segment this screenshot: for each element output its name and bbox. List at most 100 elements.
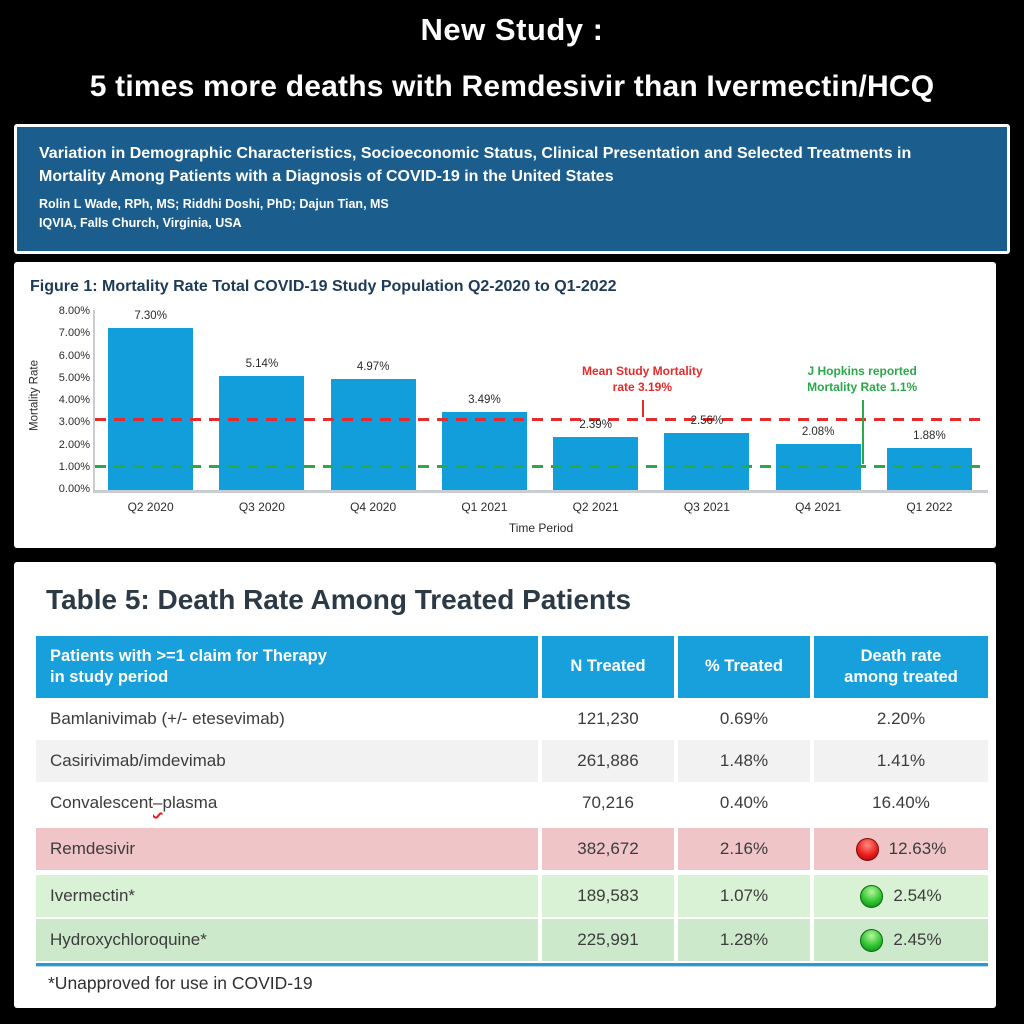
headline: New Study : [420, 12, 604, 47]
cell-therapy-name: Ivermectin* [36, 875, 542, 917]
cell-pct-treated: 1.07% [678, 875, 814, 917]
header-pct-treated-column: % Treated [678, 636, 814, 698]
table-row: Convalescent – plasma 70,216 0.40% 16.40% [36, 782, 988, 824]
y-tick-label: 1.00% [58, 460, 90, 473]
y-tick-label: 4.00% [58, 394, 90, 406]
bar [108, 327, 194, 490]
table-title: Table 5: Death Rate Among Treated Patien… [46, 584, 632, 615]
cell-n-treated: 121,230 [542, 698, 678, 740]
treatment-table: Patients with >=1 claim for Therapy in s… [36, 636, 988, 967]
reference-connector [642, 400, 645, 418]
y-tick-label: 7.00% [58, 327, 90, 340]
death-rate-value: 12.63% [888, 839, 947, 858]
reference-annotation: Mean Study Mortality rate 3.19% [582, 364, 703, 394]
table-header-row: Patients with >=1 claim for Therapy in s… [36, 636, 988, 698]
table-row: Remdesivir 382,672 2.16% 12.63% [36, 828, 988, 870]
x-tick-label: Q2 2020 [127, 500, 174, 514]
cell-pct-treated: 0.69% [678, 698, 814, 740]
table-row: Ivermectin* 189,583 1.07% 2.54% [36, 875, 988, 917]
y-tick-label: 3.00% [58, 416, 90, 429]
death-rate-value: 2.20% [876, 709, 926, 728]
cell-death-rate: 12.63% [814, 828, 988, 870]
bar-value-label: 3.49% [468, 394, 501, 407]
cell-therapy-name: Hydroxychloroquine* [36, 919, 542, 961]
figure-title: Figure 1: Mortality Rate Total COVID-19 … [30, 278, 617, 295]
y-tick-label: 0.00% [58, 483, 90, 495]
death-rate-value: 1.41% [876, 751, 926, 770]
x-tick-label: Q2 2021 [572, 500, 619, 514]
y-axis-line [93, 310, 95, 492]
table-row: Hydroxychloroquine* 225,991 1.28% 2.45% [36, 919, 988, 961]
death-rate-value: 2.45% [893, 930, 942, 949]
header-death-rate-column: Death rate among treated [814, 636, 988, 698]
cell-n-treated: 225,991 [542, 919, 678, 961]
table-bottom-rule [36, 963, 988, 967]
header-n-treated-column: N Treated [542, 636, 678, 698]
bar-value-label: 5.14% [245, 357, 279, 370]
bar [219, 375, 305, 490]
x-tick-label: Q4 2020 [350, 500, 397, 514]
x-tick-label: Q1 2022 [906, 500, 953, 514]
cell-therapy-name: Convalescent – plasma [36, 782, 542, 824]
reference-line [95, 464, 986, 468]
cell-n-treated: 261,886 [542, 740, 678, 782]
bar-value-label: 2.08% [801, 425, 835, 438]
bar-value-label: 2.56% [690, 415, 724, 428]
x-tick-label: Q3 2021 [683, 500, 730, 514]
green-dot-icon [860, 884, 884, 908]
mortality-bar-chart: Mortality Rate Time Period 0.00% 1.00% 2.0… [14, 262, 996, 548]
x-axis-line [93, 490, 988, 493]
cell-n-treated: 189,583 [542, 875, 678, 917]
study-authors: Rolin L Wade, RPh, MS; Riddhi Doshi, PhD… [39, 197, 389, 212]
cell-death-rate: 2.20% [814, 698, 988, 740]
bar [886, 448, 972, 490]
subheadline: 5 times more deaths with Remdesivir than… [89, 70, 935, 103]
bar-value-label: 1.88% [913, 430, 946, 443]
cell-death-rate: 2.54% [814, 875, 988, 917]
cell-n-treated: 382,672 [542, 828, 678, 870]
y-tick-label: 2.00% [58, 438, 90, 451]
cell-n-treated: 70,216 [542, 782, 678, 824]
header-therapy-column: Patients with >=1 claim for Therapy in s… [36, 636, 542, 698]
reference-annotation: J Hopkins reported Mortality Rate 1.1% [807, 364, 918, 394]
table-row: Bamlanivimab (+/- etesevimab) 121,230 0.69… [36, 698, 988, 740]
reference-line [95, 418, 986, 422]
table-row: Casirivimab/imdevimab 261,886 1.48% 1.41% [36, 740, 988, 782]
bar [664, 433, 750, 490]
study-affiliation: IQVIA, Falls Church, Virginia, USA [39, 216, 242, 231]
red-dot-icon [855, 837, 879, 861]
reference-connector [862, 400, 865, 464]
bar-value-label: 4.97% [356, 361, 390, 374]
bar [553, 436, 639, 490]
table-body: Bamlanivimab (+/- etesevimab) 121,230 0.69… [36, 698, 988, 961]
cell-death-rate: 2.45% [814, 919, 988, 961]
x-tick-label: Q4 2021 [795, 500, 842, 514]
cell-death-rate: 16.40% [814, 782, 988, 824]
cell-pct-treated: 0.40% [678, 782, 814, 824]
table-panel: Table 5: Death Rate Among Treated Patien… [14, 562, 996, 1008]
x-tick-label: Q1 2021 [461, 500, 508, 514]
table-footnote: *Unapproved for use in COVID-19 [48, 973, 313, 993]
cell-pct-treated: 1.28% [678, 919, 814, 961]
x-axis-label: Time Period [508, 521, 574, 535]
green-dot-icon [860, 928, 884, 952]
cell-therapy-name: Bamlanivimab (+/- etesevimab) [36, 698, 542, 740]
bar-value-label: 2.39% [579, 418, 612, 431]
study-header-banner: Variation in Demographic Characteristics… [14, 124, 1010, 254]
cell-pct-treated: 1.48% [678, 740, 814, 782]
cell-therapy-name: Remdesivir [36, 828, 542, 870]
death-rate-value: 2.54% [893, 886, 942, 905]
x-tick-label: Q3 2020 [238, 500, 285, 514]
figure-panel: Figure 1: Mortality Rate Total COVID-19 … [14, 262, 996, 548]
misspelling-squiggle: – [153, 793, 163, 812]
study-title: Variation in Demographic Characteristics… [39, 145, 912, 186]
cell-pct-treated: 2.16% [678, 828, 814, 870]
bar-value-label: 7.30% [134, 309, 167, 322]
y-tick-label: 6.00% [58, 349, 90, 362]
death-rate-value: 16.40% [872, 793, 930, 812]
bar [441, 412, 527, 490]
bar [330, 379, 416, 490]
cell-therapy-name: Casirivimab/imdevimab [36, 740, 542, 782]
y-tick-label: 8.00% [58, 305, 90, 317]
